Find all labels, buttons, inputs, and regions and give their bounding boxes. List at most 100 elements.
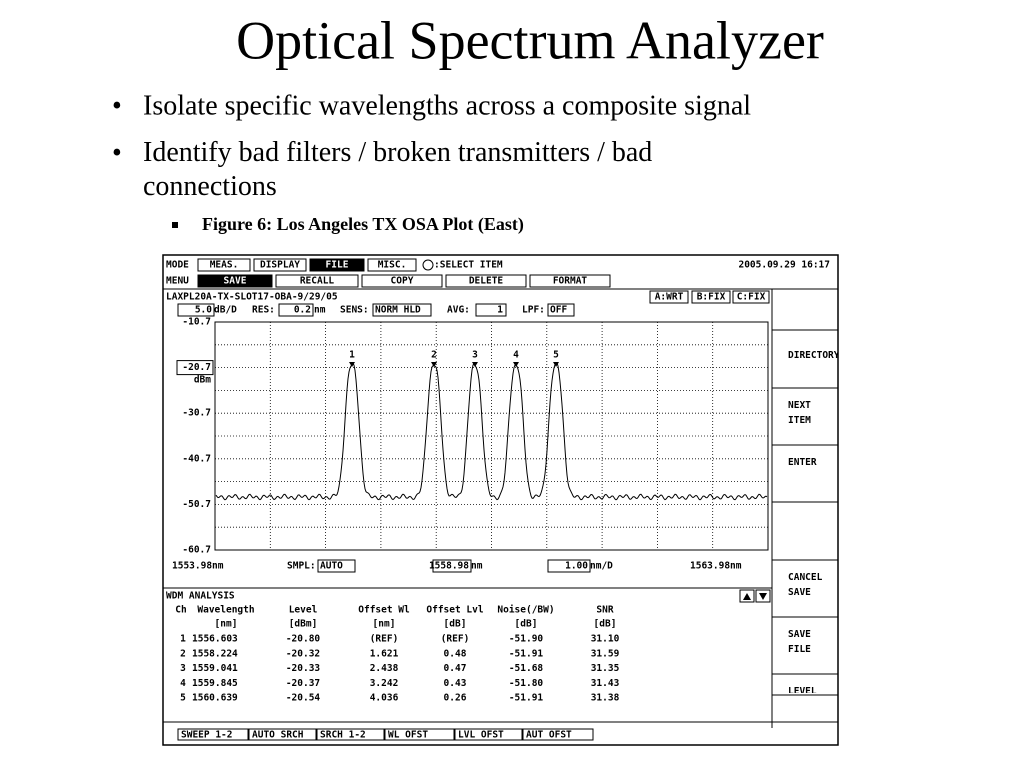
avg-label: AVG: [447, 305, 470, 316]
table-cell: -20.54 [286, 693, 321, 704]
softkey[interactable]: DIRECTORY [788, 350, 838, 361]
peak-marker-label: 2 [431, 350, 437, 361]
mode-tab-label: MEAS. [210, 260, 239, 271]
table-unit: [dB] [444, 619, 467, 630]
trace-mode-label: C:FIX [737, 292, 766, 303]
select-icon [422, 259, 434, 271]
mode-tab [309, 258, 365, 272]
table-cell: 31.43 [591, 678, 620, 689]
bottom-button-label[interactable]: AUT OFST [526, 730, 572, 741]
softkey[interactable]: CANCEL SAVE [788, 572, 823, 598]
table-cell: 31.59 [591, 648, 620, 659]
table-cell: -20.33 [286, 663, 321, 674]
table-cell: 31.38 [591, 693, 620, 704]
menu-item-label: SAVE [224, 276, 247, 287]
trace-mode [732, 290, 770, 304]
spectrum-trace [215, 362, 768, 501]
y-label: -10.7 [182, 317, 211, 328]
table-cell: -20.37 [286, 678, 320, 689]
table-cell: (REF) [370, 634, 399, 645]
scale-value: 5.0 [195, 305, 212, 316]
table-cell: -51.68 [509, 663, 544, 674]
softkey[interactable]: NEXT ITEM [788, 400, 811, 426]
table-cell: -51.90 [509, 634, 544, 645]
x-start: 1553.98nm [172, 561, 224, 572]
arrow-up [743, 593, 751, 600]
lpf-label: LPF: [522, 305, 545, 316]
table-header: Level [289, 605, 318, 616]
table-cell: 4.036 [370, 693, 399, 704]
table-header: SNR [596, 605, 613, 616]
peak-marker [349, 362, 355, 367]
x-end: 1563.98nm [690, 561, 742, 572]
bottom-button[interactable] [248, 728, 317, 741]
box [372, 303, 432, 317]
res-label: RES: [252, 305, 275, 316]
bottom-button[interactable] [454, 728, 523, 741]
menu-item [197, 274, 273, 288]
arrow-down [759, 593, 767, 600]
menu-item-label: FORMAT [553, 276, 588, 287]
bottom-button[interactable] [522, 728, 594, 741]
trace-mode [691, 290, 731, 304]
table-unit: [dB] [594, 619, 617, 630]
table-cell: 0.48 [444, 648, 467, 659]
table-unit: [dBm] [289, 619, 318, 630]
table-cell: 1556.603 [192, 634, 238, 645]
sub-bullet-square [172, 222, 178, 228]
analysis-title: WDM ANALYSIS [166, 591, 235, 602]
table-cell: 1559.845 [192, 678, 238, 689]
mode-tab [367, 258, 417, 272]
peak-marker [472, 362, 478, 367]
softkey-wrap: DIRECTORY [788, 350, 838, 361]
box [432, 559, 472, 573]
menu-item-label: RECALL [300, 276, 335, 287]
bullet-wrap: Identify bad filters / broken transmitte… [143, 137, 653, 202]
center-value: 1558.98 [429, 561, 469, 572]
table-cell: 31.10 [591, 634, 620, 645]
table-cell: 1.621 [370, 648, 399, 659]
table-cell: -51.91 [509, 648, 544, 659]
bottom-button-label[interactable]: LVL OFST [458, 730, 504, 741]
mode-tab-label: MISC. [378, 260, 407, 271]
table-header: Ch [175, 605, 186, 616]
table-cell: -20.80 [286, 634, 321, 645]
bottom-button[interactable] [384, 728, 455, 741]
bullet-dot: • [112, 137, 122, 168]
bullet-dot: • [112, 90, 122, 121]
menu-item [529, 274, 611, 288]
y-unit: dBm [194, 375, 211, 386]
bottom-button-label[interactable]: AUTO SRCH [252, 730, 304, 741]
span-unit: nm/D [590, 561, 613, 572]
bottom-button-label[interactable]: SRCH 1-2 [320, 730, 366, 741]
avg-value: 1 [497, 305, 503, 316]
table-cell: (REF) [441, 634, 470, 645]
bottom-button-label[interactable]: SWEEP 1-2 [181, 730, 232, 741]
table-cell: 3 [180, 663, 186, 674]
bottom-button[interactable] [316, 728, 385, 741]
peak-marker-label: 5 [553, 350, 559, 361]
mode-tab [253, 258, 307, 272]
slide-title: Optical Spectrum Analyzer [236, 10, 824, 70]
table-cell: 1560.639 [192, 693, 238, 704]
softkey[interactable]: ENTER [788, 457, 817, 468]
mode-label: MODE [166, 260, 189, 271]
bottom-button-label[interactable]: WL OFST [388, 730, 428, 741]
bullet: Isolate specific wavelengths across a co… [143, 90, 751, 121]
menu-item [445, 274, 527, 288]
smpl-label: SMPL: [287, 561, 316, 572]
softkey-wrap: NEXT ITEM [788, 400, 811, 426]
span-value: 1.00 [565, 561, 588, 572]
softkey-wrap: CANCEL SAVE [788, 572, 823, 598]
table-cell: 0.26 [444, 693, 467, 704]
softkey[interactable]: SAVE FILE [788, 629, 811, 655]
bottom-button[interactable] [177, 728, 249, 741]
menu-item [361, 274, 443, 288]
y-label: -40.7 [182, 453, 211, 464]
bullet: Identify bad filters / broken transmitte… [143, 137, 653, 202]
softkey[interactable]: LEVEL 2 [788, 686, 817, 693]
menu-item-label: DELETE [469, 276, 504, 287]
table-header: Noise(/BW) [497, 605, 554, 616]
table-unit: [nm] [373, 619, 396, 630]
ref-level-box [176, 360, 214, 376]
